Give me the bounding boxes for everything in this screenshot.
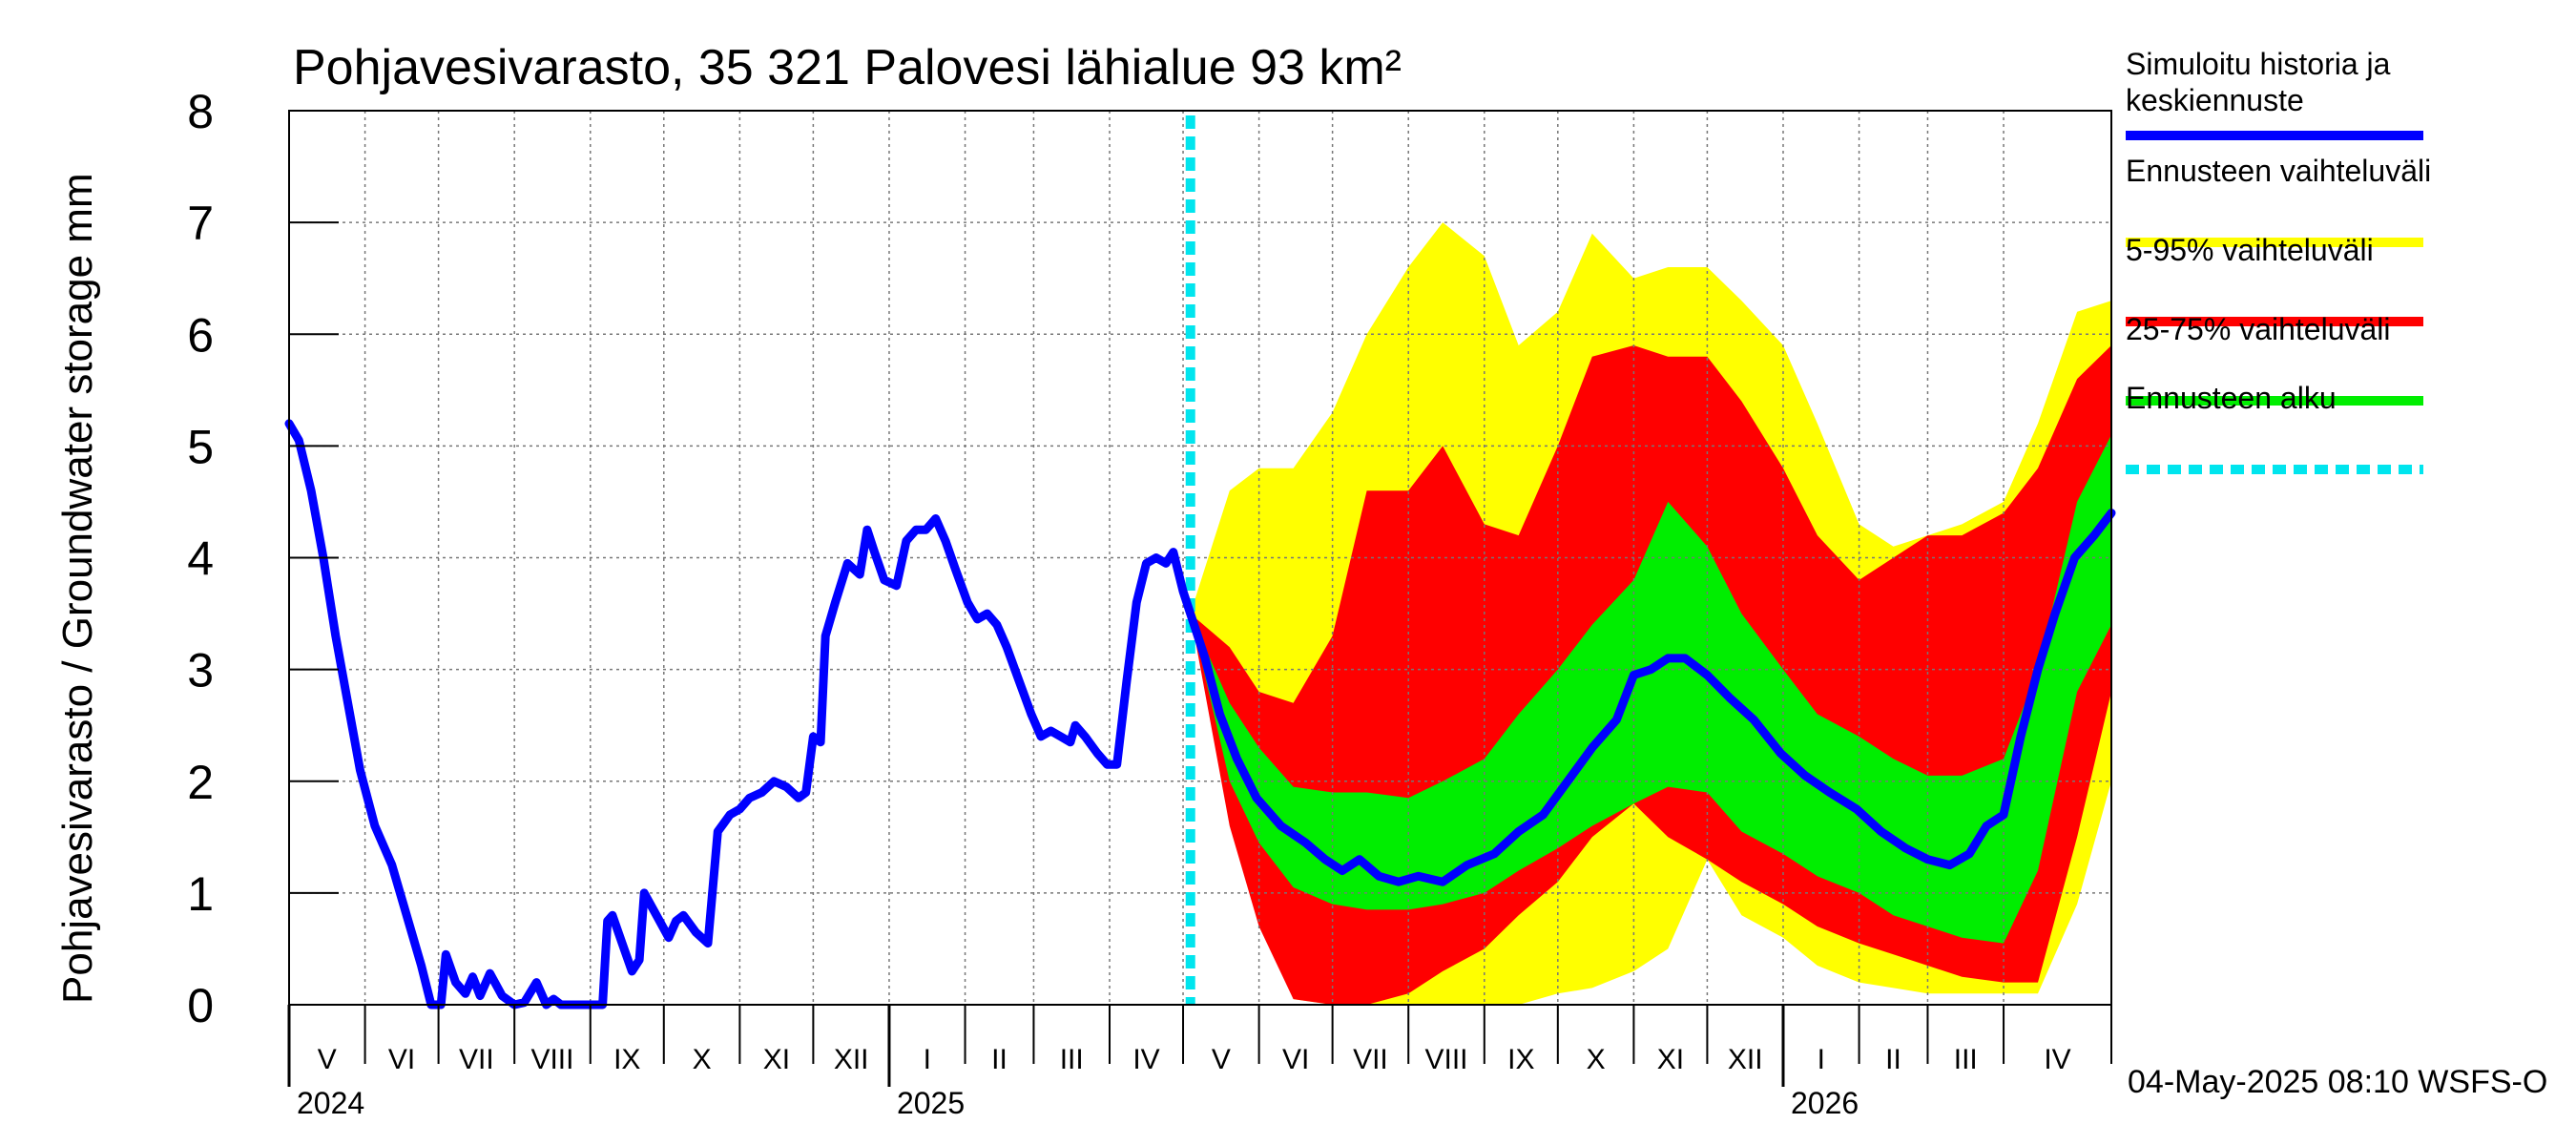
y-tick-label: 4 — [187, 532, 214, 586]
legend-label: 5-95% vaihteluväli — [2126, 233, 2374, 267]
band-3 — [1190, 434, 2111, 944]
y-tick-label: 2 — [187, 756, 214, 809]
legend-label: Simuloitu historia ja — [2126, 47, 2391, 81]
y-tick-label: 0 — [187, 979, 214, 1032]
y-axis-label: Pohjavesivarasto / Groundwater storage m… — [54, 173, 101, 1004]
month-label: VII — [1353, 1044, 1388, 1075]
month-label: V — [1212, 1044, 1231, 1075]
series-lines — [284, 115, 2116, 1010]
month-label: III — [1060, 1044, 1084, 1075]
y-tick-label: 8 — [187, 85, 214, 138]
y-tick-label: 3 — [187, 644, 214, 697]
month-label: VIII — [530, 1044, 573, 1075]
legend-label: Ennusteen alku — [2126, 381, 2337, 415]
y-tick-label: 6 — [187, 308, 214, 362]
month-label: VI — [388, 1044, 415, 1075]
y-tick-label: 7 — [187, 197, 214, 250]
legend-label: keskiennuste — [2126, 83, 2304, 117]
month-label: X — [693, 1044, 712, 1075]
month-label: IX — [1507, 1044, 1534, 1075]
legend-label: Ennusteen vaihteluväli — [2126, 154, 2431, 188]
y-tick-label: 1 — [187, 867, 214, 921]
month-label: XII — [1728, 1044, 1763, 1075]
year-label: 2025 — [897, 1086, 965, 1120]
legend-label: 25-75% vaihteluväli — [2126, 312, 2391, 346]
chart-title: Pohjavesivarasto, 35 321 Palovesi lähial… — [293, 40, 1402, 95]
month-label: XII — [834, 1044, 869, 1075]
year-label: 2026 — [1791, 1086, 1859, 1120]
month-label: I — [1818, 1044, 1825, 1075]
y-axis: 0 1 2 3 4 5 6 7 8 — [187, 85, 339, 1032]
month-label: XI — [1657, 1044, 1684, 1075]
grid — [289, 111, 2111, 1005]
footer-timestamp: 04-May-2025 08:10 WSFS-O — [2128, 1064, 2547, 1100]
month-label: XI — [763, 1044, 790, 1075]
y-tick-label: 5 — [187, 420, 214, 473]
month-label: IX — [613, 1044, 640, 1075]
month-label: IV — [2044, 1044, 2070, 1075]
month-label: II — [1885, 1044, 1901, 1075]
month-label: VII — [459, 1044, 494, 1075]
month-label: V — [318, 1044, 337, 1075]
month-label: VIII — [1424, 1044, 1467, 1075]
month-label: X — [1587, 1044, 1606, 1075]
month-label: I — [924, 1044, 931, 1075]
series-line — [284, 419, 2116, 1010]
month-label: III — [1954, 1044, 1978, 1075]
forecast-bands — [1190, 222, 2111, 1006]
month-label: VI — [1282, 1044, 1309, 1075]
x-axis: V VI VII VIII IX X XI XII I II III IV V VI VII VIII IX X X… — [287, 1005, 2112, 1120]
year-label: 2024 — [297, 1086, 364, 1120]
month-label: II — [991, 1044, 1008, 1075]
month-label: IV — [1132, 1044, 1159, 1075]
